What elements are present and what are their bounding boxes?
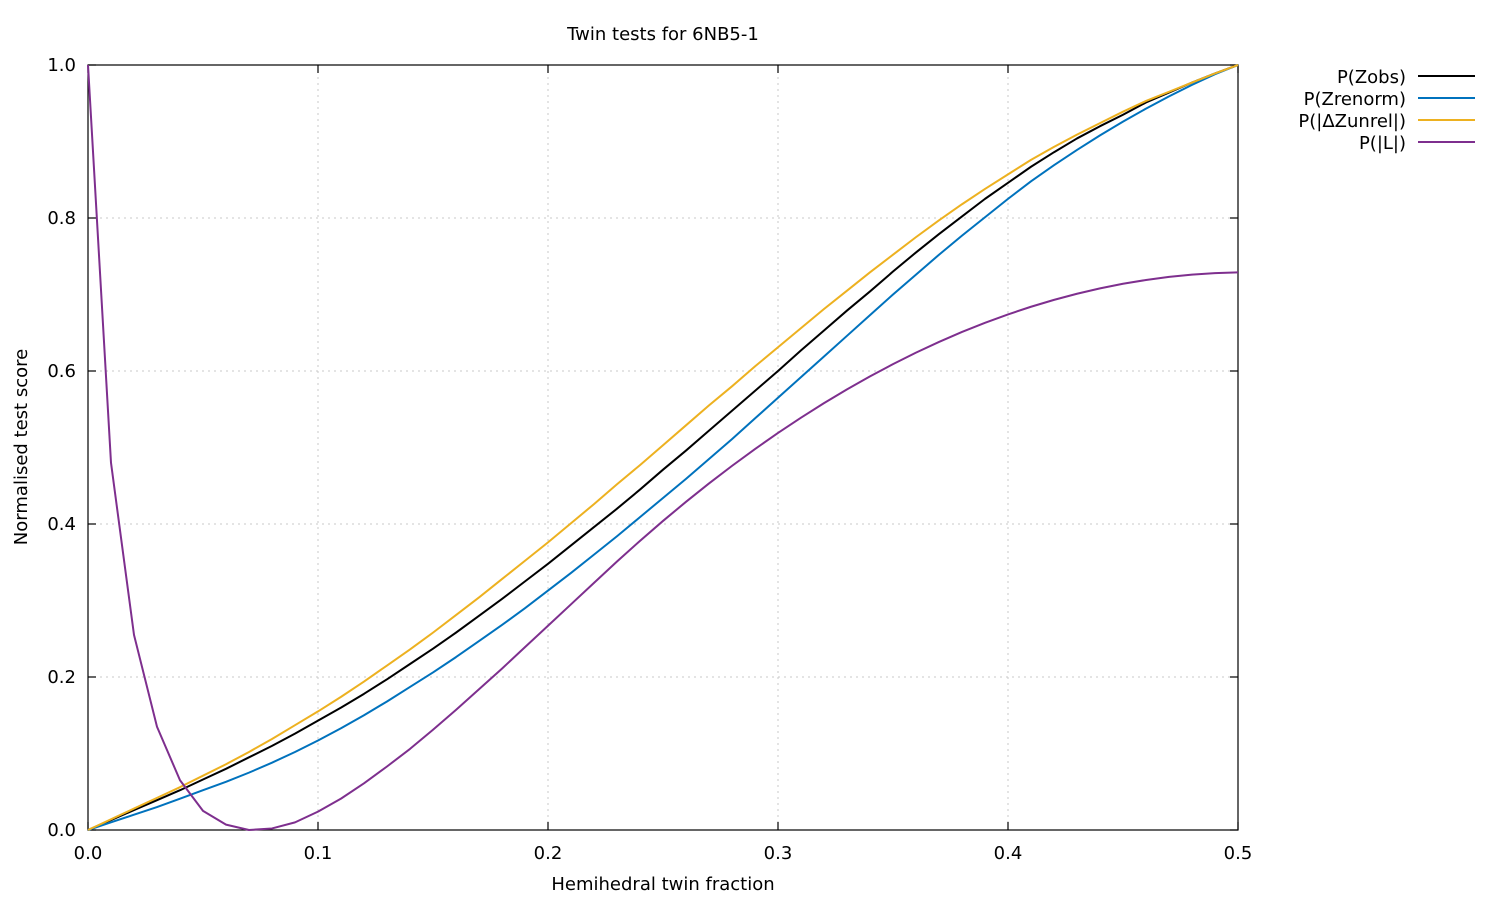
legend-label-3: P(|L|) (1359, 133, 1406, 154)
plot-frame (87, 64, 1239, 831)
x-axis-label: Hemihedral twin fraction (551, 874, 774, 895)
legend-label-0: P(Zobs) (1337, 67, 1406, 88)
y-tick-label: 0.2 (47, 667, 76, 688)
y-tick-label: 0.4 (47, 514, 76, 535)
grid (88, 65, 1238, 830)
y-axis-label: Normalised test score (11, 349, 32, 545)
y-tick-label: 0.6 (47, 361, 76, 382)
series-line-2 (87, 64, 1239, 831)
chart-title: Twin tests for 6NB5-1 (566, 24, 759, 45)
x-tick-label: 0.4 (994, 843, 1023, 864)
series-lines (87, 64, 1239, 831)
legend-label-2: P(|ΔZunrel|) (1298, 111, 1406, 132)
series-line-0 (87, 64, 1239, 831)
x-tick-label: 0.2 (534, 843, 563, 864)
x-tick-label: 0.3 (764, 843, 793, 864)
legend: P(Zobs)P(Zrenorm)P(|ΔZunrel|)P(|L|) (1298, 67, 1475, 154)
series-line-3 (87, 64, 1239, 831)
x-tick-label: 0.5 (1224, 843, 1253, 864)
series-line-1 (87, 64, 1239, 831)
y-tick-label: 1.0 (47, 55, 76, 76)
legend-label-1: P(Zrenorm) (1304, 89, 1406, 110)
x-tick-label: 0.1 (304, 843, 333, 864)
y-tick-label: 0.8 (47, 208, 76, 229)
axis-ticks: 0.0 0.1 0.2 0.3 0.4 0.5 0.0 0.2 0.4 0.6 0.8 1.0 (47, 55, 1252, 864)
x-tick-label: 0.0 (74, 843, 103, 864)
y-tick-label: 0.0 (47, 820, 76, 841)
